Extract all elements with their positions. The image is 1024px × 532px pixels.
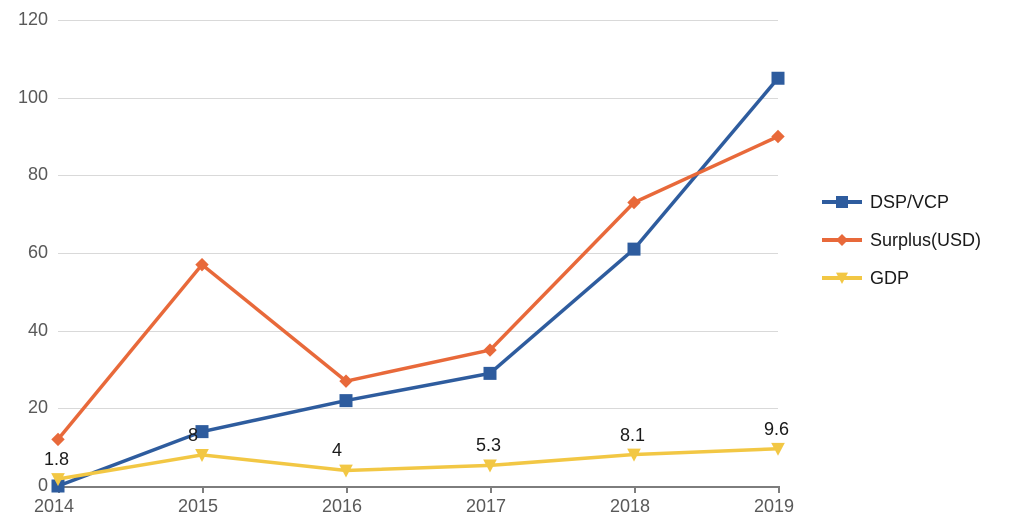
legend-swatch bbox=[822, 200, 862, 204]
x-tick bbox=[634, 486, 636, 493]
y-tick-label: 40 bbox=[28, 320, 48, 341]
y-tick-label: 60 bbox=[28, 242, 48, 263]
legend: DSP/VCP Surplus(USD) GDP bbox=[822, 190, 981, 304]
data-label: 5.3 bbox=[476, 435, 501, 456]
series-line bbox=[58, 137, 778, 440]
series-marker bbox=[772, 72, 784, 84]
y-tick-label: 80 bbox=[28, 164, 48, 185]
x-tick bbox=[778, 486, 780, 493]
y-tick-label: 120 bbox=[18, 9, 48, 30]
x-axis bbox=[58, 486, 778, 488]
x-tick-label: 2018 bbox=[610, 496, 650, 517]
legend-marker-icon bbox=[834, 194, 850, 210]
x-tick-label: 2015 bbox=[178, 496, 218, 517]
y-tick-label: 0 bbox=[38, 475, 48, 496]
data-label: 8.1 bbox=[620, 425, 645, 446]
x-tick-label: 2014 bbox=[34, 496, 74, 517]
legend-item: Surplus(USD) bbox=[822, 228, 981, 252]
series-marker bbox=[484, 367, 496, 379]
legend-marker-icon bbox=[834, 232, 850, 248]
y-tick-label: 20 bbox=[28, 397, 48, 418]
legend-item: GDP bbox=[822, 266, 981, 290]
data-label: 4 bbox=[332, 440, 342, 461]
plot-area: 0204060801001202014201520162017201820191… bbox=[58, 20, 778, 486]
data-label: 8 bbox=[188, 425, 198, 446]
series-line bbox=[58, 78, 778, 486]
legend-label: DSP/VCP bbox=[870, 192, 949, 213]
data-label: 9.6 bbox=[764, 419, 789, 440]
x-tick bbox=[202, 486, 204, 493]
series-marker bbox=[628, 243, 640, 255]
x-tick-label: 2017 bbox=[466, 496, 506, 517]
series-marker bbox=[772, 131, 784, 143]
legend-label: Surplus(USD) bbox=[870, 230, 981, 251]
series-marker bbox=[340, 395, 352, 407]
series-layer bbox=[58, 20, 778, 486]
legend-label: GDP bbox=[870, 268, 909, 289]
x-tick bbox=[490, 486, 492, 493]
legend-marker-icon bbox=[834, 270, 850, 286]
legend-swatch bbox=[822, 276, 862, 280]
legend-item: DSP/VCP bbox=[822, 190, 981, 214]
y-tick-label: 100 bbox=[18, 87, 48, 108]
x-tick bbox=[346, 486, 348, 493]
line-chart: 0 20 40 60 80 100 120 2014 2015 2016 2017 2018 2019 1… bbox=[0, 0, 1024, 532]
x-tick-label: 2019 bbox=[754, 496, 794, 517]
series-line bbox=[58, 449, 778, 479]
x-tick-label: 2016 bbox=[322, 496, 362, 517]
legend-swatch bbox=[822, 238, 862, 242]
data-label: 1.8 bbox=[44, 449, 69, 470]
